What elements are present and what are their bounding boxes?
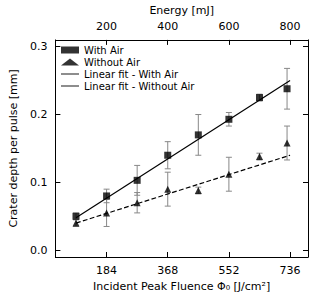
svg-text:200: 200 [96, 20, 117, 33]
svg-text:0.1: 0.1 [30, 176, 48, 189]
svg-text:800: 800 [280, 20, 301, 33]
svg-text:552: 552 [218, 264, 239, 277]
svg-text:184: 184 [96, 264, 117, 277]
svg-text:0.2: 0.2 [30, 108, 48, 121]
svg-text:736: 736 [280, 264, 301, 277]
svg-text:0.0: 0.0 [30, 244, 48, 257]
svg-text:0.3: 0.3 [30, 40, 48, 53]
svg-text:600: 600 [218, 20, 239, 33]
svg-text:With Air: With Air [84, 45, 125, 56]
svg-text:400: 400 [157, 20, 178, 33]
svg-text:Linear fit - With Air: Linear fit - With Air [84, 69, 179, 80]
svg-text:Crater depth per pulse [mm]: Crater depth per pulse [mm] [7, 69, 20, 227]
svg-text:368: 368 [157, 264, 178, 277]
svg-text:Without Air: Without Air [84, 57, 141, 68]
svg-text:Linear fit - Without Air: Linear fit - Without Air [84, 81, 195, 92]
svg-text:Energy [mJ]: Energy [mJ] [149, 4, 214, 17]
svg-text:Incident Peak Fluence Φ₀ [J/cm: Incident Peak Fluence Φ₀ [J/cm²] [93, 280, 270, 293]
